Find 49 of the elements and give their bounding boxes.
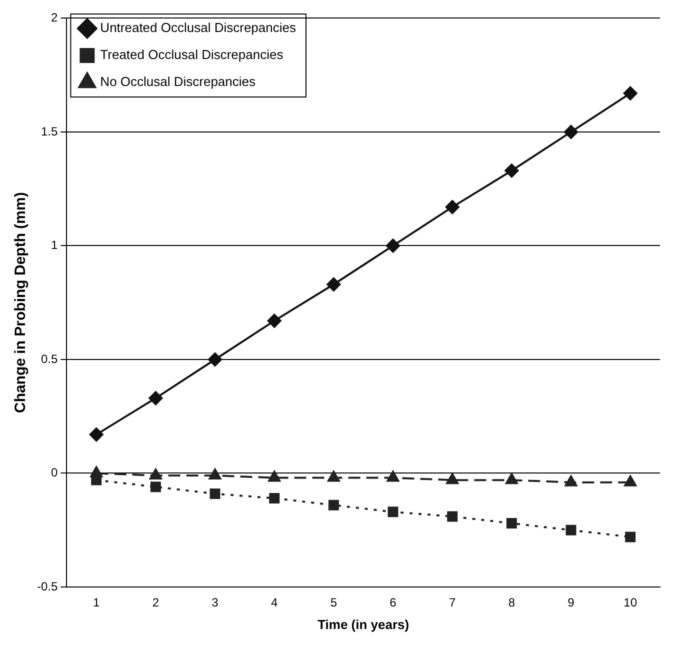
x-tick-label: 2: [152, 596, 160, 610]
point: [89, 428, 104, 442]
y-tick-label: 1.5: [40, 124, 58, 138]
point: [328, 500, 339, 510]
x-tick-label: 9: [568, 596, 575, 610]
x-tick-label: 6: [390, 596, 397, 610]
point: [269, 493, 280, 504]
point: [149, 468, 162, 480]
y-tick-label: 0: [50, 466, 58, 480]
point: [625, 532, 636, 542]
point: [326, 277, 341, 292]
point: [446, 473, 459, 484]
x-tick-label: 4: [270, 596, 278, 610]
point: [566, 524, 576, 536]
x-tick-label: 5: [330, 596, 338, 610]
point: [267, 314, 282, 328]
point: [386, 238, 400, 253]
point: [386, 470, 400, 482]
y-tick-label: 1: [50, 238, 58, 252]
x-tick-label: 8: [508, 596, 516, 610]
x-tick-label: 3: [212, 596, 219, 610]
x-tick-label: 1: [93, 596, 100, 610]
point: [148, 391, 163, 406]
point: [624, 475, 637, 486]
point: [564, 124, 578, 139]
x-tick-label: 7: [448, 596, 456, 610]
legend-label: No Occlusal Discrepancies: [100, 74, 256, 90]
point: [150, 482, 161, 492]
point: [447, 511, 458, 522]
point: [208, 468, 222, 480]
legend-label: Untreated Occlusal Discrepancies: [100, 20, 296, 36]
y-axis-title: Change in Probing Depth (mm): [12, 192, 30, 414]
x-tick-label: 10: [624, 596, 638, 610]
x-axis-title: Time (in years): [318, 616, 410, 632]
legend-label: Treated Occlusal Discrepancies: [100, 47, 284, 62]
point: [210, 488, 220, 499]
point: [504, 164, 519, 178]
point: [506, 518, 517, 529]
point: [564, 475, 578, 486]
y-tick-label: 2: [50, 10, 58, 25]
y-tick-label: 0.5: [40, 352, 58, 366]
point: [388, 506, 398, 518]
y-tick-label: -0.5: [36, 579, 58, 594]
point: [623, 86, 638, 100]
point: [208, 352, 222, 366]
point: [505, 473, 518, 484]
point: [268, 470, 281, 482]
point: [327, 470, 340, 482]
point: [445, 200, 460, 214]
